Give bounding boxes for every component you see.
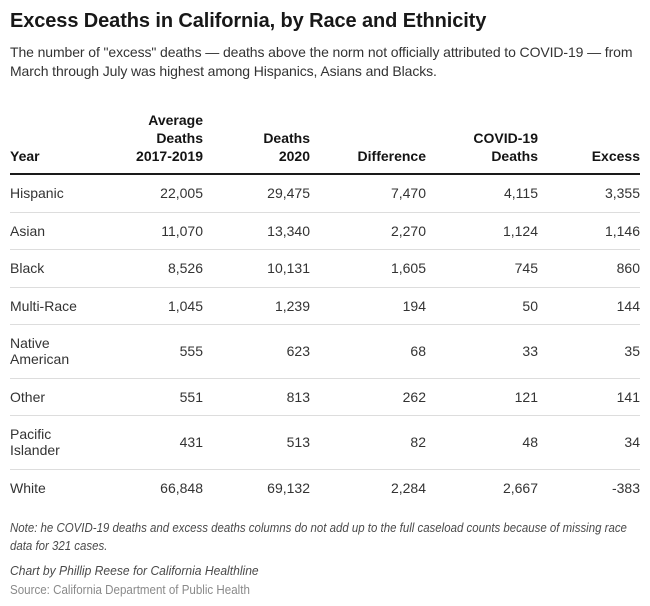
chart-subtitle: The number of "excess" deaths — deaths a… <box>10 44 633 79</box>
cell-value: 33 <box>426 324 538 379</box>
cell-value: 1,146 <box>538 212 640 250</box>
cell-value: 194 <box>310 287 426 325</box>
cell-value: 82 <box>310 415 426 470</box>
cell-value: 860 <box>538 249 640 288</box>
table-row: Multi-Race 1,045 1,239 194 50 144 <box>10 287 640 325</box>
table-row: White 66,848 69,132 2,284 2,667 -383 <box>10 469 640 506</box>
column-header: Excess <box>591 148 640 164</box>
cell-value: 2,284 <box>390 479 426 496</box>
table-body: Hispanic 22,005 29,475 7,470 4,115 3,355 Asian… <box>10 174 640 506</box>
cell-value: 1,605 <box>310 249 426 288</box>
chart-byline: Chart by Phillip Reese for California He… <box>10 563 259 578</box>
cell-value: 4,115 <box>426 174 538 213</box>
cell-value: 262 <box>310 378 426 416</box>
cell-value: 13,340 <box>203 212 310 250</box>
cell-value: 8,526 <box>98 249 203 288</box>
row-label: White <box>10 479 46 496</box>
column-header: COVID-19 Deaths <box>473 130 538 164</box>
cell-value: 68 <box>310 324 426 379</box>
cell-value: 29,475 <box>203 174 310 213</box>
table-row: Black 8,526 10,131 1,605 745 860 <box>10 249 640 288</box>
header-row: Year Average Deaths 2017-2019 Deaths 2020 D… <box>10 111 640 174</box>
chart-note: Note: he COVID-19 deaths and excess deat… <box>10 520 627 553</box>
cell-value: 1,045 <box>98 287 203 325</box>
cell-value: 813 <box>203 378 310 416</box>
row-label: Hispanic <box>10 174 98 213</box>
cell-value: 7,470 <box>310 174 426 213</box>
cell-value: 551 <box>98 378 203 416</box>
cell-value: 11,070 <box>98 212 203 250</box>
table-row: Asian 11,070 13,340 2,270 1,124 1,146 <box>10 212 640 250</box>
row-label: Pacific Islander <box>10 415 98 470</box>
table-row: Other 551 813 262 121 141 <box>10 378 640 416</box>
cell-value: 431 <box>98 415 203 470</box>
row-label: Asian <box>10 212 98 250</box>
cell-value: 2,270 <box>310 212 426 250</box>
row-label: Other <box>10 378 98 416</box>
cell-value: 66,848 <box>160 479 203 496</box>
cell-value: 10,131 <box>203 249 310 288</box>
chart-title: Excess Deaths in California, by Race and… <box>10 10 487 32</box>
cell-value: -383 <box>611 479 640 496</box>
cell-value: 2,667 <box>502 479 538 496</box>
table-row: Hispanic 22,005 29,475 7,470 4,115 3,355 <box>10 174 640 213</box>
cell-value: 35 <box>538 324 640 379</box>
cell-value: 3,355 <box>538 174 640 213</box>
row-label: Multi-Race <box>10 287 98 325</box>
row-label: Black <box>10 249 98 288</box>
table-row: Pacific Islander 431 513 82 48 34 <box>10 415 640 470</box>
cell-value: 623 <box>203 324 310 379</box>
cell-value: 121 <box>426 378 538 416</box>
cell-value: 69,132 <box>267 479 310 496</box>
cell-value: 1,124 <box>426 212 538 250</box>
table-row: Native American 555 623 68 33 35 <box>10 324 640 379</box>
cell-value: 745 <box>426 249 538 288</box>
cell-value: 555 <box>98 324 203 379</box>
column-header: Difference <box>357 148 426 164</box>
row-label: Native American <box>10 324 98 379</box>
column-header: Average Deaths 2017-2019 <box>136 112 203 164</box>
table-header: Year Average Deaths 2017-2019 Deaths 2020 D… <box>10 111 640 174</box>
column-header: Year <box>10 148 40 164</box>
data-table: Year Average Deaths 2017-2019 Deaths 2020 D… <box>10 111 640 506</box>
cell-value: 50 <box>426 287 538 325</box>
cell-value: 22,005 <box>98 174 203 213</box>
chart-source: Source: California Department of Public … <box>10 582 250 597</box>
cell-value: 48 <box>426 415 538 470</box>
column-header: Deaths 2020 <box>263 130 310 164</box>
cell-value: 513 <box>203 415 310 470</box>
cell-value: 144 <box>538 287 640 325</box>
cell-value: 1,239 <box>203 287 310 325</box>
cell-value: 141 <box>538 378 640 416</box>
cell-value: 34 <box>538 415 640 470</box>
